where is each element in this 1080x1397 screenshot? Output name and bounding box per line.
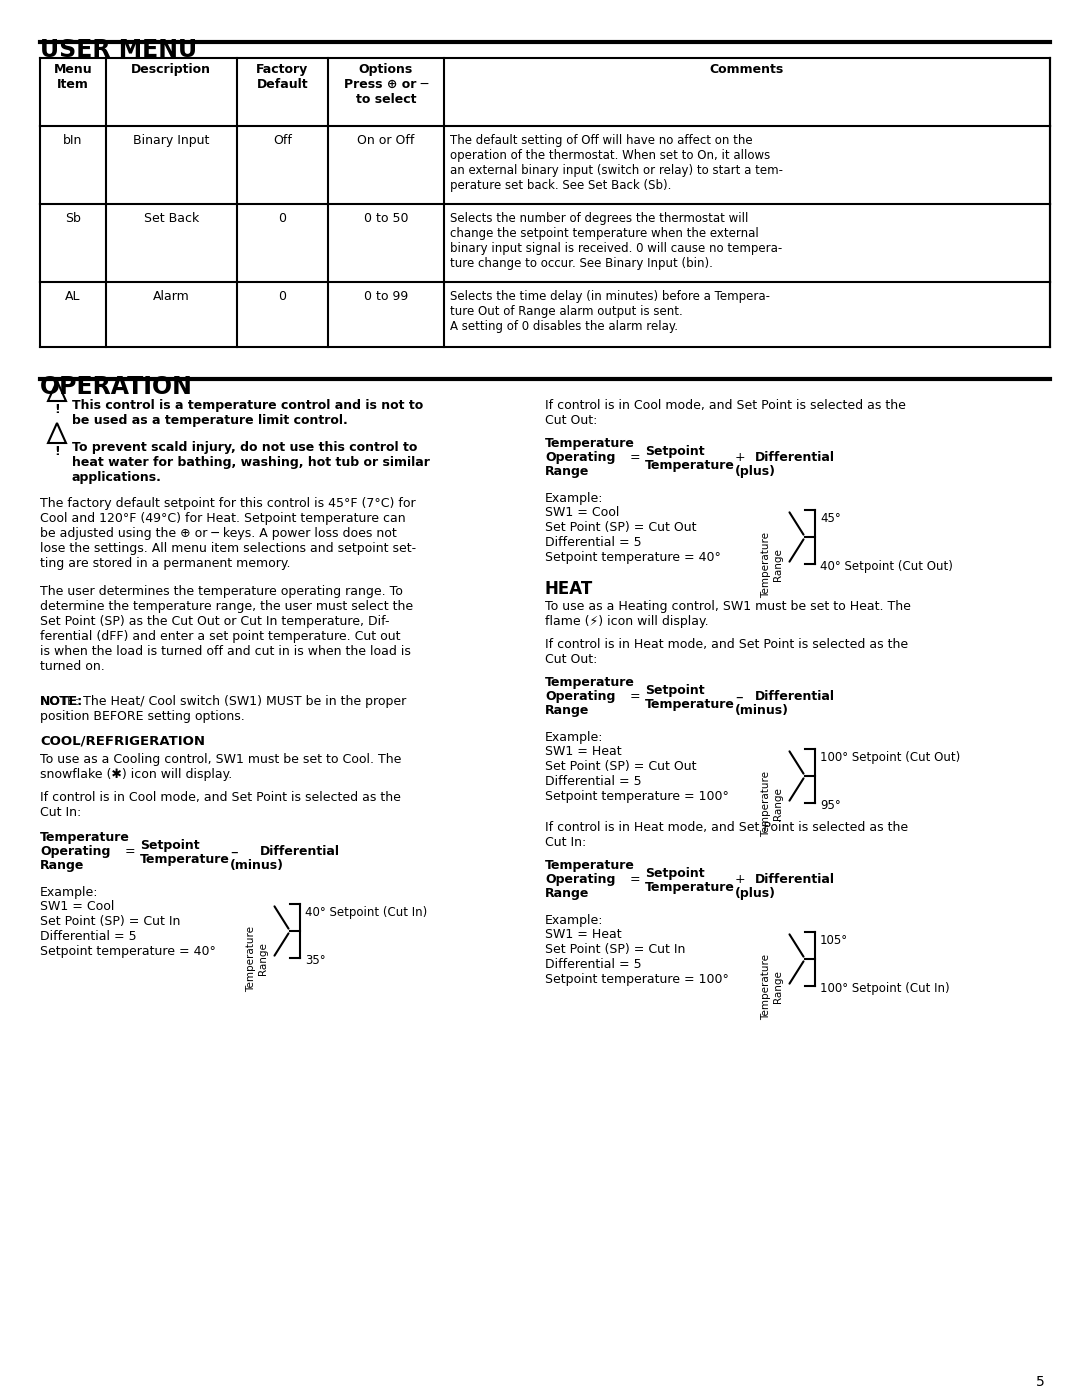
Text: NOTE: The Heat/ Cool switch (SW1) MUST be in the proper
position BEFORE setting : NOTE: The Heat/ Cool switch (SW1) MUST b… bbox=[40, 694, 406, 724]
Text: Sb: Sb bbox=[65, 212, 81, 225]
Text: 5: 5 bbox=[1036, 1375, 1044, 1389]
Text: !: ! bbox=[54, 446, 59, 458]
Text: Temperature: Temperature bbox=[545, 437, 635, 450]
Text: Temperature
Range: Temperature Range bbox=[761, 532, 783, 598]
Text: Example:: Example: bbox=[545, 492, 604, 504]
Text: If control is in Heat mode, and Set Point is selected as the
Cut Out:: If control is in Heat mode, and Set Poin… bbox=[545, 638, 908, 666]
Text: Operating: Operating bbox=[40, 845, 110, 858]
Text: Setpoint: Setpoint bbox=[645, 446, 704, 458]
Text: HEAT: HEAT bbox=[545, 580, 593, 598]
Text: 40° Setpoint (Cut Out): 40° Setpoint (Cut Out) bbox=[820, 560, 953, 573]
Text: USER MENU: USER MENU bbox=[40, 38, 198, 61]
Text: On or Off: On or Off bbox=[357, 134, 415, 147]
Text: Selects the time delay (in minutes) before a Tempera-
ture Out of Range alarm ou: Selects the time delay (in minutes) befo… bbox=[450, 291, 770, 332]
Text: Range: Range bbox=[545, 887, 590, 900]
Text: Temperature: Temperature bbox=[545, 859, 635, 872]
Text: Operating: Operating bbox=[545, 690, 616, 703]
Text: +: + bbox=[735, 873, 745, 886]
Text: To use as a Cooling control, SW1 must be set to Cool. The
snowflake (✱) icon wil: To use as a Cooling control, SW1 must be… bbox=[40, 753, 402, 781]
Text: Selects the number of degrees the thermostat will
change the setpoint temperatur: Selects the number of degrees the thermo… bbox=[450, 212, 782, 270]
Text: Temperature: Temperature bbox=[645, 882, 734, 894]
Text: Range: Range bbox=[545, 465, 590, 478]
Text: 0 to 50: 0 to 50 bbox=[364, 212, 408, 225]
Text: SW1 = Heat
Set Point (SP) = Cut In
Differential = 5
Setpoint temperature = 100°: SW1 = Heat Set Point (SP) = Cut In Diffe… bbox=[545, 928, 729, 986]
Text: Differential: Differential bbox=[260, 845, 340, 858]
Text: Temperature: Temperature bbox=[645, 698, 734, 711]
Text: 0: 0 bbox=[279, 291, 286, 303]
Text: The user determines the temperature operating range. To
determine the temperatur: The user determines the temperature oper… bbox=[40, 585, 414, 673]
Text: Differential: Differential bbox=[755, 690, 835, 703]
Text: Menu
Item: Menu Item bbox=[54, 63, 92, 91]
Text: OPERATION: OPERATION bbox=[40, 374, 193, 400]
Text: SW1 = Cool
Set Point (SP) = Cut In
Differential = 5
Setpoint temperature = 40°: SW1 = Cool Set Point (SP) = Cut In Diffe… bbox=[40, 900, 216, 958]
Text: Operating: Operating bbox=[545, 873, 616, 886]
Text: SW1 = Heat
Set Point (SP) = Cut Out
Differential = 5
Setpoint temperature = 100°: SW1 = Heat Set Point (SP) = Cut Out Diff… bbox=[545, 745, 729, 803]
Text: bIn: bIn bbox=[63, 134, 82, 147]
Text: +: + bbox=[735, 451, 745, 464]
Text: (plus): (plus) bbox=[735, 887, 777, 900]
Text: Range: Range bbox=[40, 859, 84, 872]
Text: Temperature
Range: Temperature Range bbox=[246, 926, 268, 992]
Text: (minus): (minus) bbox=[230, 859, 284, 872]
Text: Temperature: Temperature bbox=[40, 831, 130, 844]
Text: To prevent scald injury, do not use this control to
heat water for bathing, wash: To prevent scald injury, do not use this… bbox=[72, 441, 430, 483]
Text: Comments: Comments bbox=[710, 63, 784, 75]
Text: Setpoint: Setpoint bbox=[140, 840, 200, 852]
Text: If control is in Cool mode, and Set Point is selected as the
Cut In:: If control is in Cool mode, and Set Poin… bbox=[40, 791, 401, 819]
Text: Range: Range bbox=[545, 704, 590, 717]
Text: To use as a Heating control, SW1 must be set to Heat. The
flame (⚡) icon will di: To use as a Heating control, SW1 must be… bbox=[545, 599, 910, 629]
Text: 100° Setpoint (Cut Out): 100° Setpoint (Cut Out) bbox=[820, 752, 960, 764]
Text: 95°: 95° bbox=[820, 799, 840, 812]
Text: Temperature: Temperature bbox=[140, 854, 230, 866]
Text: 100° Setpoint (Cut In): 100° Setpoint (Cut In) bbox=[820, 982, 949, 995]
Text: Options
Press ⊕ or ─
to select: Options Press ⊕ or ─ to select bbox=[343, 63, 428, 106]
Text: =: = bbox=[630, 873, 640, 886]
Text: Alarm: Alarm bbox=[153, 291, 190, 303]
Text: Differential: Differential bbox=[755, 451, 835, 464]
Text: 45°: 45° bbox=[820, 511, 840, 525]
Text: If control is in Heat mode, and Set Point is selected as the
Cut In:: If control is in Heat mode, and Set Poin… bbox=[545, 821, 908, 849]
Text: Factory
Default: Factory Default bbox=[256, 63, 309, 91]
Text: This control is a temperature control and is not to
be used as a temperature lim: This control is a temperature control an… bbox=[72, 400, 423, 427]
Text: Temperature: Temperature bbox=[645, 460, 734, 472]
Text: Description: Description bbox=[132, 63, 212, 75]
Text: Example:: Example: bbox=[545, 914, 604, 928]
Text: COOL/REFRIGERATION: COOL/REFRIGERATION bbox=[40, 735, 205, 747]
Text: 40° Setpoint (Cut In): 40° Setpoint (Cut In) bbox=[305, 907, 428, 919]
Text: =: = bbox=[630, 451, 640, 464]
Text: The factory default setpoint for this control is 45°F (7°C) for
Cool and 120°F (: The factory default setpoint for this co… bbox=[40, 497, 416, 570]
Text: (plus): (plus) bbox=[735, 465, 777, 478]
Text: NOTE:: NOTE: bbox=[40, 694, 83, 708]
Text: 0 to 99: 0 to 99 bbox=[364, 291, 408, 303]
Text: Set Back: Set Back bbox=[144, 212, 199, 225]
Text: Setpoint: Setpoint bbox=[645, 685, 704, 697]
Text: If control is in Cool mode, and Set Point is selected as the
Cut Out:: If control is in Cool mode, and Set Poin… bbox=[545, 400, 906, 427]
Text: (minus): (minus) bbox=[735, 704, 789, 717]
Text: Setpoint: Setpoint bbox=[645, 868, 704, 880]
Text: =: = bbox=[125, 845, 136, 858]
Text: !: ! bbox=[54, 402, 59, 416]
Text: Temperature: Temperature bbox=[545, 676, 635, 689]
Text: Temperature
Range: Temperature Range bbox=[761, 771, 783, 837]
Text: =: = bbox=[630, 690, 640, 703]
Text: AL: AL bbox=[65, 291, 81, 303]
Text: Operating: Operating bbox=[545, 451, 616, 464]
Text: Example:: Example: bbox=[40, 886, 98, 900]
Text: 0: 0 bbox=[279, 212, 286, 225]
Text: –: – bbox=[735, 690, 743, 705]
Text: 105°: 105° bbox=[820, 935, 848, 947]
Text: SW1 = Cool
Set Point (SP) = Cut Out
Differential = 5
Setpoint temperature = 40°: SW1 = Cool Set Point (SP) = Cut Out Diff… bbox=[545, 506, 720, 564]
Text: Off: Off bbox=[273, 134, 292, 147]
Text: Binary Input: Binary Input bbox=[133, 134, 210, 147]
Text: Temperature
Range: Temperature Range bbox=[761, 954, 783, 1020]
Text: The default setting of Off will have no affect on the
operation of the thermosta: The default setting of Off will have no … bbox=[450, 134, 783, 191]
Text: 35°: 35° bbox=[305, 954, 326, 967]
Text: –: – bbox=[230, 845, 238, 861]
Text: Example:: Example: bbox=[545, 731, 604, 745]
Text: Differential: Differential bbox=[755, 873, 835, 886]
